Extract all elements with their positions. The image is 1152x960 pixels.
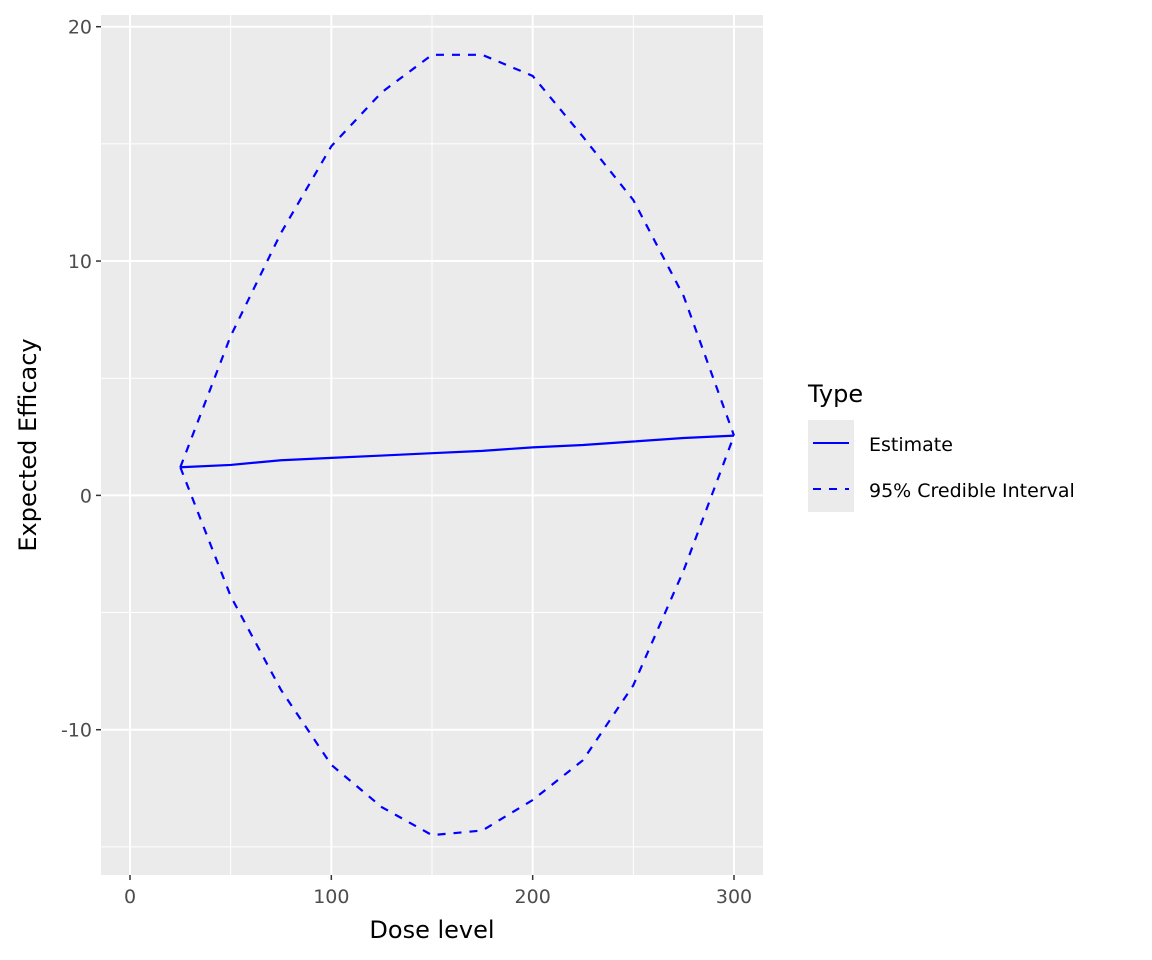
- estimate-line: [180, 434, 735, 469]
- x-tick-label: 100: [313, 886, 349, 908]
- x-tick-label: 300: [716, 886, 752, 908]
- x-tick-label: 200: [515, 886, 551, 908]
- y-tick-label: 20: [68, 17, 92, 39]
- legend: Type Estimate 95% Credible Interval: [807, 380, 1075, 512]
- grid-lines: [101, 15, 763, 875]
- axis-ticks: 0 100 200 300 -10 0 10 20: [61, 17, 752, 908]
- x-tick-label: 0: [124, 886, 136, 908]
- y-tick-label: -10: [61, 720, 92, 742]
- legend-label-estimate: Estimate: [869, 434, 953, 456]
- series-lines: [179, 53, 736, 837]
- upper-interval-line: [179, 53, 736, 468]
- y-axis-label: Expected Efficacy: [14, 338, 42, 551]
- lower-interval-line: [179, 435, 736, 837]
- legend-title: Type: [807, 380, 863, 408]
- legend-label-interval: 95% Credible Interval: [869, 480, 1075, 502]
- y-tick-label: 0: [80, 485, 92, 507]
- y-tick-label: 10: [68, 251, 92, 273]
- x-axis-label: Dose level: [369, 916, 494, 944]
